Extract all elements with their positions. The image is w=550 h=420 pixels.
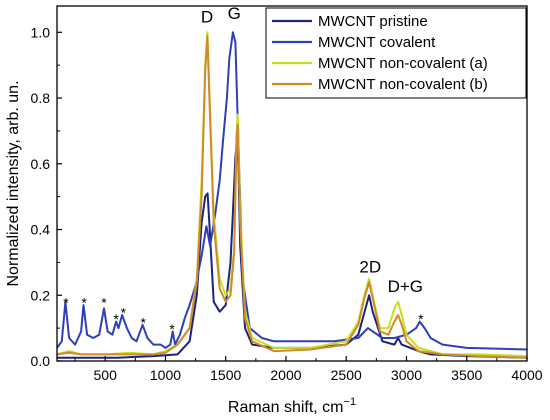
asterisk-mark: * — [101, 295, 107, 311]
y-tick-label: 0.8 — [31, 90, 51, 106]
x-tick-label: 1000 — [150, 367, 181, 383]
legend-label: MWCNT non-covalent (b) — [318, 76, 488, 93]
series-line-2 — [56, 31, 528, 351]
legend: MWCNT pristine MWCNT covalent MWCNT non-co… — [265, 7, 527, 99]
asterisk-mark: * — [113, 311, 119, 327]
peak-label-g: G — [228, 4, 241, 23]
x-tick-label: 2000 — [270, 367, 301, 383]
legend-label: MWCNT non-covalent (a) — [318, 55, 488, 72]
x-axis-title-superscript: −1 — [344, 396, 357, 408]
x-axis-title-text: Raman shift, cm — [228, 399, 344, 416]
asterisk-mark: * — [81, 295, 87, 311]
legend-label: MWCNT covalent — [318, 34, 436, 51]
x-axis-title: Raman shift, cm−1 — [228, 396, 356, 416]
peak-label-d: D — [201, 7, 213, 26]
y-tick-label: 1.0 — [31, 24, 51, 40]
peak-label-2d: 2D — [359, 257, 381, 276]
y-axis-title: Normalized intensity, arb. un. — [5, 80, 22, 286]
x-tick-label: 500 — [94, 367, 118, 383]
asterisk-mark: * — [418, 311, 424, 327]
y-tick-label: 0.0 — [31, 353, 51, 369]
series-layer — [56, 31, 528, 359]
y-tick-label: 0.4 — [31, 222, 51, 238]
legend-label: MWCNT pristine — [318, 13, 428, 30]
plot-frame — [56, 5, 528, 362]
y-tick-label: 0.2 — [31, 287, 51, 303]
peak-label-d-plus-g: D+G — [388, 277, 423, 296]
x-tick-label: 3000 — [391, 367, 422, 383]
axis-layer: 500 1000 1500 2000 2500 3000 3500 4000 0.0 0.2 0.4… — [31, 24, 543, 383]
x-tick-label: 3500 — [451, 367, 482, 383]
asterisk-mark: * — [140, 314, 146, 330]
x-tick-label: 2500 — [331, 367, 362, 383]
series-line-1 — [57, 143, 528, 359]
x-tick-label: 4000 — [511, 367, 542, 383]
asterisk-mark: * — [169, 321, 175, 337]
asterisk-mark: * — [63, 295, 69, 311]
x-tick-label: 1500 — [210, 367, 241, 383]
asterisk-mark: * — [121, 304, 127, 320]
y-tick-label: 0.6 — [31, 156, 51, 172]
series-line-4 — [56, 34, 528, 359]
